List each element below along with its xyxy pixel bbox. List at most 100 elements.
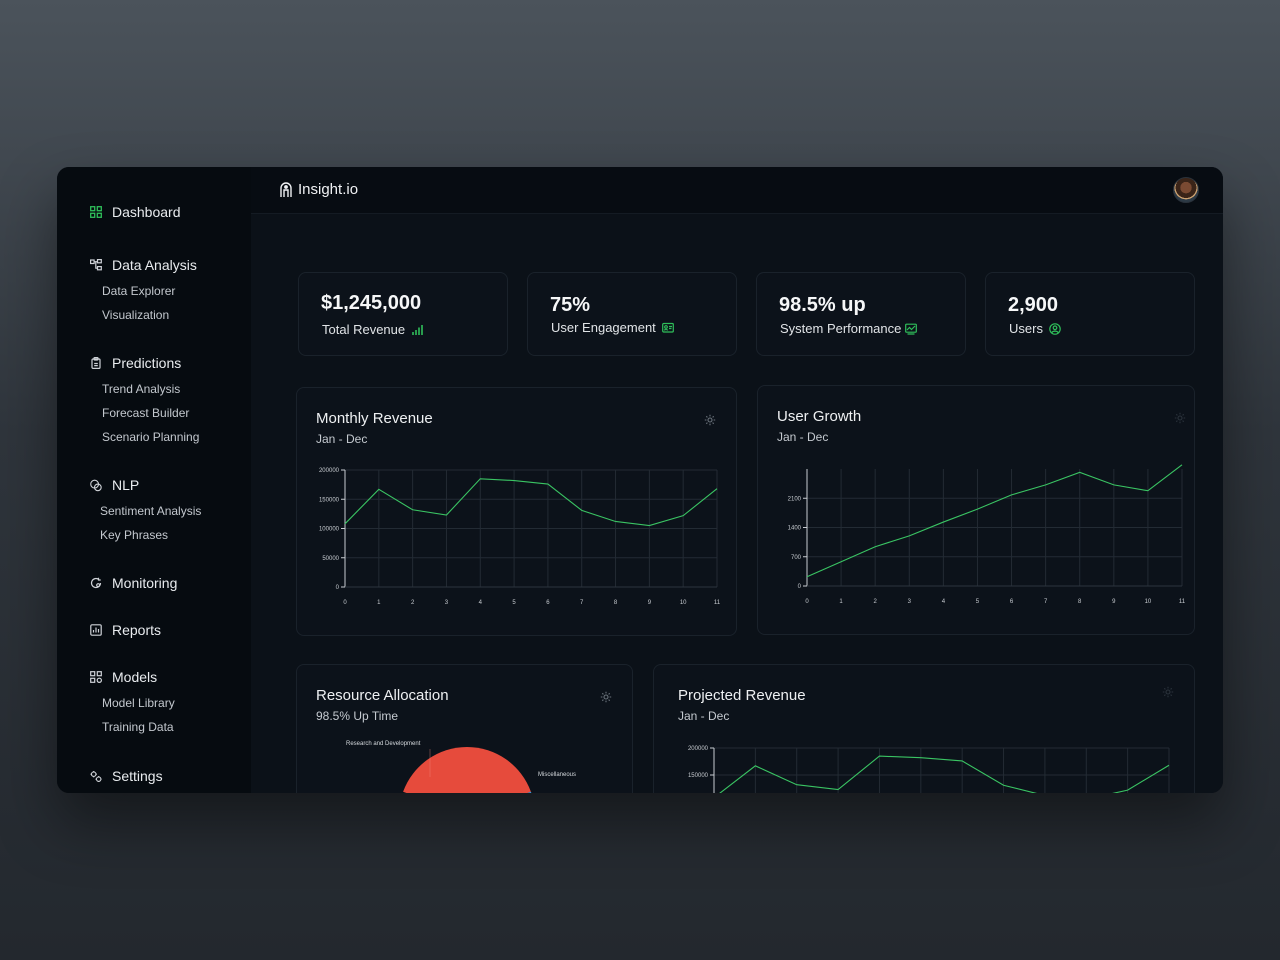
x-tick-label: 10 (1145, 599, 1152, 605)
stat-card-total-revenue: $1,245,000 Total Revenue (298, 272, 508, 356)
x-tick-label: 5 (976, 599, 980, 605)
chart-subtitle: Jan - Dec (678, 709, 730, 723)
sidebar-subitem-key-phrases[interactable]: Key Phrases (100, 528, 169, 542)
user-circle-icon (1049, 322, 1061, 335)
sidebar-item-data-analysis[interactable]: Data Analysis (57, 255, 251, 275)
x-tick-label: 5 (512, 600, 516, 606)
sidebar-item-settings[interactable]: Settings (57, 766, 251, 786)
user-growth-chart: 0 1 2 3 4 5 6 7 8 9 10 11 0 700 1400 2100 (788, 464, 1186, 605)
x-tick-label: 2 (874, 599, 878, 605)
x-tick-label: 9 (648, 600, 652, 606)
x-tick-label: 0 (343, 600, 347, 606)
settings-icon (90, 770, 102, 782)
chart-card-projected-revenue: Projected Revenue Jan - Dec 150000 200000 (653, 664, 1195, 793)
gear-icon[interactable] (1174, 411, 1186, 424)
pie-label: Research and Development (346, 741, 421, 747)
chart-card-user-growth: User Growth Jan - Dec 0 1 2 3 4 5 6 7 8 9 10 11 0 700… (757, 385, 1195, 635)
sidebar-item-dashboard[interactable]: Dashboard (57, 202, 251, 222)
sidebar-item-label: Dashboard (112, 204, 181, 220)
report-icon (90, 624, 102, 636)
resource-allocation-chart: Research and Development Miscellaneous (346, 741, 576, 793)
stat-card-system-performance: 98.5% up System Performance (756, 272, 966, 356)
sidebar-subitem-forecast-builder[interactable]: Forecast Builder (102, 406, 190, 420)
sidebar-subitem-model-library[interactable]: Model Library (102, 696, 175, 710)
x-tick-label: 9 (1112, 599, 1116, 605)
chat-bubbles-icon (90, 479, 102, 491)
nav-group-monitoring: Monitoring (57, 573, 251, 593)
clipboard-icon (90, 357, 102, 369)
sidebar-subitem-training-data[interactable]: Training Data (102, 720, 174, 734)
nav-group-settings: Settings (57, 766, 251, 786)
sidebar-item-reports[interactable]: Reports (57, 620, 251, 640)
sidebar-item-label: Models (112, 669, 158, 685)
stat-label-text: Users (1009, 321, 1043, 336)
chart-card-resource-allocation: Resource Allocation 98.5% Up Time Resear… (296, 664, 633, 793)
sidebar-subitem-data-explorer[interactable]: Data Explorer (102, 284, 176, 298)
nav-group-nlp: NLP Sentiment Analysis Key Phrases (57, 475, 251, 547)
x-tick-label: 1 (377, 600, 381, 606)
sidebar-subitem-sentiment-analysis[interactable]: Sentiment Analysis (100, 504, 202, 518)
y-tick-label: 50000 (322, 556, 339, 562)
stat-value: 98.5% up (779, 294, 866, 316)
pie-slice (527, 791, 532, 793)
chart-title: Resource Allocation (316, 687, 449, 704)
refresh-icon (90, 577, 102, 589)
sidebar-item-label: Monitoring (112, 575, 178, 591)
x-tick-label: 7 (1044, 599, 1048, 605)
brand[interactable]: Insight.io (279, 181, 358, 198)
chart-subtitle: 98.5% Up Time (316, 709, 399, 723)
chart-title: Projected Revenue (678, 687, 806, 704)
y-tick-label: 2100 (788, 496, 802, 502)
chart-title: User Growth (777, 408, 862, 425)
x-tick-label: 3 (445, 600, 449, 606)
grid-icon (90, 206, 102, 218)
sidebar-subitem-trend-analysis[interactable]: Trend Analysis (102, 382, 181, 396)
stat-label: Users (1009, 321, 1061, 336)
gear-icon[interactable] (704, 413, 716, 426)
user-avatar[interactable] (1173, 177, 1199, 203)
gear-icon[interactable] (600, 690, 612, 703)
logo-icon (279, 181, 293, 198)
chart-card-monthly-revenue: Monthly Revenue Jan - Dec 0 1 2 3 4 5 6 7 8 9 10 11… (296, 387, 737, 636)
stat-label: User Engagement (551, 320, 674, 335)
x-tick-label: 7 (580, 600, 584, 606)
sidebar-item-models[interactable]: Models (57, 667, 251, 687)
x-tick-label: 6 (546, 600, 550, 606)
sidebar-item-nlp[interactable]: NLP (57, 475, 251, 495)
nav-group-data-analysis: Data Analysis Data Explorer Visualizatio… (57, 255, 251, 327)
nav-group-models: Models Model Library Training Data (57, 667, 251, 739)
nav-group-reports: Reports (57, 620, 251, 640)
stat-label: Total Revenue (322, 322, 423, 337)
y-tick-label: 150000 (688, 773, 709, 779)
y-tick-label: 700 (791, 555, 802, 561)
sidebar-item-label: Settings (112, 768, 163, 784)
sidebar-subitem-scenario-planning[interactable]: Scenario Planning (102, 430, 200, 444)
x-tick-label: 11 (714, 600, 721, 606)
sidebar-item-predictions[interactable]: Predictions (57, 353, 251, 373)
x-tick-label: 0 (805, 599, 809, 605)
stat-value: 2,900 (1008, 294, 1059, 316)
bar-chart-icon (411, 324, 423, 336)
brand-name: Insight.io (298, 181, 359, 198)
y-tick-label: 200000 (319, 468, 340, 474)
y-tick-label: 1400 (788, 526, 802, 532)
y-tick-label: 200000 (688, 746, 709, 752)
x-tick-label: 8 (1078, 599, 1082, 605)
x-tick-label: 4 (942, 599, 946, 605)
top-bar: Insight.io (251, 167, 1223, 214)
hierarchy-icon (90, 259, 102, 271)
sidebar-item-label: Reports (112, 622, 162, 638)
x-tick-label: 11 (1179, 599, 1186, 605)
series-line (719, 755, 1170, 793)
id-card-icon (661, 322, 674, 334)
stat-label: System Performance (780, 321, 918, 336)
gear-icon[interactable] (1162, 685, 1174, 698)
x-tick-label: 2 (411, 600, 415, 606)
nav-group-dashboard: Dashboard (57, 202, 251, 222)
projected-revenue-chart: 150000 200000 (688, 746, 1170, 793)
y-tick-label: 0 (336, 585, 340, 591)
x-tick-label: 4 (479, 600, 483, 606)
sidebar-item-label: Data Analysis (112, 257, 197, 273)
sidebar-item-monitoring[interactable]: Monitoring (57, 573, 251, 593)
sidebar-subitem-visualization[interactable]: Visualization (102, 308, 170, 322)
